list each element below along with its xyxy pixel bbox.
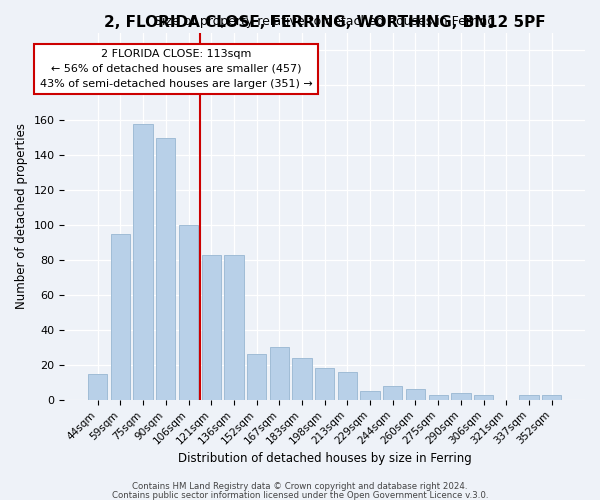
Title: 2, FLORIDA CLOSE, FERRING, WORTHING, BN12 5PF: 2, FLORIDA CLOSE, FERRING, WORTHING, BN1…: [104, 15, 545, 30]
Bar: [224, 254, 244, 400]
Text: Size of property relative to detached houses in Ferring: Size of property relative to detached ho…: [154, 15, 496, 28]
Bar: [269, 348, 289, 400]
Bar: [179, 225, 198, 400]
Bar: [202, 254, 221, 400]
Bar: [428, 394, 448, 400]
Text: Contains public sector information licensed under the Open Government Licence v.: Contains public sector information licen…: [112, 490, 488, 500]
Bar: [133, 124, 153, 400]
Text: 2 FLORIDA CLOSE: 113sqm
← 56% of detached houses are smaller (457)
43% of semi-d: 2 FLORIDA CLOSE: 113sqm ← 56% of detache…: [40, 49, 313, 88]
Bar: [520, 394, 539, 400]
Bar: [542, 394, 562, 400]
Bar: [338, 372, 357, 400]
Bar: [247, 354, 266, 400]
Bar: [383, 386, 403, 400]
Y-axis label: Number of detached properties: Number of detached properties: [15, 123, 28, 309]
Bar: [88, 374, 107, 400]
Bar: [451, 393, 470, 400]
Text: Contains HM Land Registry data © Crown copyright and database right 2024.: Contains HM Land Registry data © Crown c…: [132, 482, 468, 491]
Bar: [111, 234, 130, 400]
X-axis label: Distribution of detached houses by size in Ferring: Distribution of detached houses by size …: [178, 452, 472, 465]
Bar: [292, 358, 311, 400]
Bar: [156, 138, 175, 400]
Bar: [406, 390, 425, 400]
Bar: [361, 391, 380, 400]
Bar: [315, 368, 334, 400]
Bar: [474, 394, 493, 400]
